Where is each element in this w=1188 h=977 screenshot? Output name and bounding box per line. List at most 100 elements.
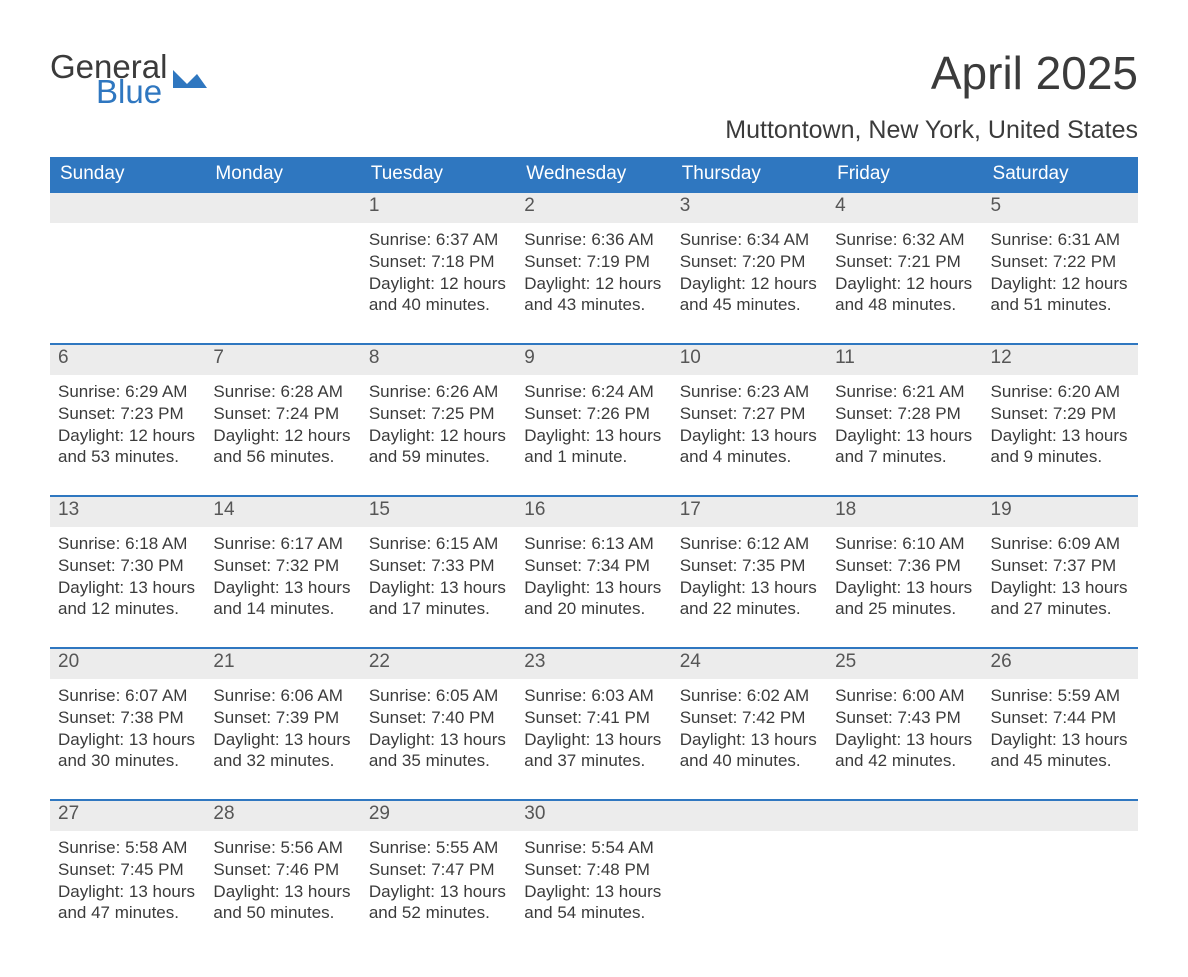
sunrise-line: Sunrise: 6:18 AM bbox=[58, 533, 197, 555]
sunset-line: Sunset: 7:33 PM bbox=[369, 555, 508, 577]
sunrise-line: Sunrise: 5:58 AM bbox=[58, 837, 197, 859]
day-data-cell: Sunrise: 6:02 AMSunset: 7:42 PMDaylight:… bbox=[672, 679, 827, 785]
day-data-cell: Sunrise: 6:20 AMSunset: 7:29 PMDaylight:… bbox=[983, 375, 1138, 481]
sunset-line: Sunset: 7:39 PM bbox=[213, 707, 352, 729]
sunrise-line: Sunrise: 6:32 AM bbox=[835, 229, 974, 251]
day-number-cell: 21 bbox=[205, 648, 360, 679]
day-number-cell: 6 bbox=[50, 344, 205, 375]
day-data-cell: Sunrise: 6:26 AMSunset: 7:25 PMDaylight:… bbox=[361, 375, 516, 481]
daylight-line: Daylight: 12 hours and 56 minutes. bbox=[213, 425, 352, 469]
sunrise-line: Sunrise: 6:37 AM bbox=[369, 229, 508, 251]
day-number-row: 27282930 bbox=[50, 800, 1138, 831]
sunrise-line: Sunrise: 6:00 AM bbox=[835, 685, 974, 707]
sunset-line: Sunset: 7:38 PM bbox=[58, 707, 197, 729]
day-data-cell: Sunrise: 6:07 AMSunset: 7:38 PMDaylight:… bbox=[50, 679, 205, 785]
sunrise-line: Sunrise: 6:06 AM bbox=[213, 685, 352, 707]
sunrise-line: Sunrise: 5:56 AM bbox=[213, 837, 352, 859]
daylight-line: Daylight: 13 hours and 27 minutes. bbox=[991, 577, 1130, 621]
day-data-cell: Sunrise: 6:29 AMSunset: 7:23 PMDaylight:… bbox=[50, 375, 205, 481]
day-data-cell: Sunrise: 6:10 AMSunset: 7:36 PMDaylight:… bbox=[827, 527, 982, 633]
day-number-cell: 11 bbox=[827, 344, 982, 375]
week-separator bbox=[50, 633, 1138, 648]
day-number-cell: 28 bbox=[205, 800, 360, 831]
sunrise-line: Sunrise: 6:10 AM bbox=[835, 533, 974, 555]
sunrise-line: Sunrise: 5:54 AM bbox=[524, 837, 663, 859]
day-data-cell: Sunrise: 6:28 AMSunset: 7:24 PMDaylight:… bbox=[205, 375, 360, 481]
daylight-line: Daylight: 13 hours and 14 minutes. bbox=[213, 577, 352, 621]
day-data-cell: Sunrise: 6:15 AMSunset: 7:33 PMDaylight:… bbox=[361, 527, 516, 633]
day-data-cell: Sunrise: 6:21 AMSunset: 7:28 PMDaylight:… bbox=[827, 375, 982, 481]
sunset-line: Sunset: 7:30 PM bbox=[58, 555, 197, 577]
week-separator bbox=[50, 329, 1138, 344]
day-number-cell: 3 bbox=[672, 192, 827, 223]
logo: General Blue bbox=[50, 50, 213, 108]
flag-icon bbox=[173, 66, 213, 96]
day-data-cell: Sunrise: 5:58 AMSunset: 7:45 PMDaylight:… bbox=[50, 831, 205, 937]
day-number-cell: 29 bbox=[361, 800, 516, 831]
sunrise-line: Sunrise: 6:15 AM bbox=[369, 533, 508, 555]
day-number-cell: 2 bbox=[516, 192, 671, 223]
day-data-row: Sunrise: 5:58 AMSunset: 7:45 PMDaylight:… bbox=[50, 831, 1138, 937]
sunrise-line: Sunrise: 6:13 AM bbox=[524, 533, 663, 555]
day-number-cell: 23 bbox=[516, 648, 671, 679]
sunrise-line: Sunrise: 5:59 AM bbox=[991, 685, 1130, 707]
sunset-line: Sunset: 7:35 PM bbox=[680, 555, 819, 577]
daylight-line: Daylight: 13 hours and 40 minutes. bbox=[680, 729, 819, 773]
day-data-row: Sunrise: 6:07 AMSunset: 7:38 PMDaylight:… bbox=[50, 679, 1138, 785]
day-number-cell bbox=[205, 192, 360, 223]
sunset-line: Sunset: 7:25 PM bbox=[369, 403, 508, 425]
sunset-line: Sunset: 7:34 PM bbox=[524, 555, 663, 577]
sunrise-line: Sunrise: 6:07 AM bbox=[58, 685, 197, 707]
daylight-line: Daylight: 12 hours and 40 minutes. bbox=[369, 273, 508, 317]
daylight-line: Daylight: 13 hours and 47 minutes. bbox=[58, 881, 197, 925]
sunrise-line: Sunrise: 6:29 AM bbox=[58, 381, 197, 403]
daylight-line: Daylight: 13 hours and 25 minutes. bbox=[835, 577, 974, 621]
daylight-line: Daylight: 13 hours and 50 minutes. bbox=[213, 881, 352, 925]
day-number-cell: 13 bbox=[50, 496, 205, 527]
daylight-line: Daylight: 13 hours and 1 minute. bbox=[524, 425, 663, 469]
day-number-cell bbox=[983, 800, 1138, 831]
daylight-line: Daylight: 13 hours and 22 minutes. bbox=[680, 577, 819, 621]
daylight-line: Daylight: 12 hours and 48 minutes. bbox=[835, 273, 974, 317]
daylight-line: Daylight: 13 hours and 54 minutes. bbox=[524, 881, 663, 925]
day-number-cell bbox=[50, 192, 205, 223]
day-data-cell: Sunrise: 6:32 AMSunset: 7:21 PMDaylight:… bbox=[827, 223, 982, 329]
day-number-cell: 5 bbox=[983, 192, 1138, 223]
sunrise-line: Sunrise: 6:21 AM bbox=[835, 381, 974, 403]
week-separator bbox=[50, 785, 1138, 800]
sunset-line: Sunset: 7:21 PM bbox=[835, 251, 974, 273]
day-number-cell bbox=[672, 800, 827, 831]
sunset-line: Sunset: 7:22 PM bbox=[991, 251, 1130, 273]
sunset-line: Sunset: 7:47 PM bbox=[369, 859, 508, 881]
day-number-row: 20212223242526 bbox=[50, 648, 1138, 679]
day-data-cell bbox=[205, 223, 360, 329]
day-data-cell: Sunrise: 6:34 AMSunset: 7:20 PMDaylight:… bbox=[672, 223, 827, 329]
day-data-cell: Sunrise: 6:03 AMSunset: 7:41 PMDaylight:… bbox=[516, 679, 671, 785]
weekday-header: Thursday bbox=[672, 157, 827, 192]
daylight-line: Daylight: 13 hours and 4 minutes. bbox=[680, 425, 819, 469]
sunrise-line: Sunrise: 6:05 AM bbox=[369, 685, 508, 707]
day-number-cell: 30 bbox=[516, 800, 671, 831]
sunset-line: Sunset: 7:23 PM bbox=[58, 403, 197, 425]
day-number-cell: 25 bbox=[827, 648, 982, 679]
day-number-cell: 18 bbox=[827, 496, 982, 527]
sunset-line: Sunset: 7:28 PM bbox=[835, 403, 974, 425]
sunrise-line: Sunrise: 6:36 AM bbox=[524, 229, 663, 251]
day-data-cell: Sunrise: 6:18 AMSunset: 7:30 PMDaylight:… bbox=[50, 527, 205, 633]
sunset-line: Sunset: 7:44 PM bbox=[991, 707, 1130, 729]
day-number-row: 13141516171819 bbox=[50, 496, 1138, 527]
day-data-cell: Sunrise: 6:36 AMSunset: 7:19 PMDaylight:… bbox=[516, 223, 671, 329]
day-number-cell: 27 bbox=[50, 800, 205, 831]
day-data-cell: Sunrise: 6:31 AMSunset: 7:22 PMDaylight:… bbox=[983, 223, 1138, 329]
week-separator bbox=[50, 481, 1138, 496]
day-number-cell: 8 bbox=[361, 344, 516, 375]
sunset-line: Sunset: 7:32 PM bbox=[213, 555, 352, 577]
day-number-cell: 7 bbox=[205, 344, 360, 375]
day-number-row: 6789101112 bbox=[50, 344, 1138, 375]
daylight-line: Daylight: 13 hours and 30 minutes. bbox=[58, 729, 197, 773]
sunset-line: Sunset: 7:46 PM bbox=[213, 859, 352, 881]
sunset-line: Sunset: 7:41 PM bbox=[524, 707, 663, 729]
day-data-cell: Sunrise: 6:17 AMSunset: 7:32 PMDaylight:… bbox=[205, 527, 360, 633]
day-data-cell: Sunrise: 6:37 AMSunset: 7:18 PMDaylight:… bbox=[361, 223, 516, 329]
sunset-line: Sunset: 7:42 PM bbox=[680, 707, 819, 729]
